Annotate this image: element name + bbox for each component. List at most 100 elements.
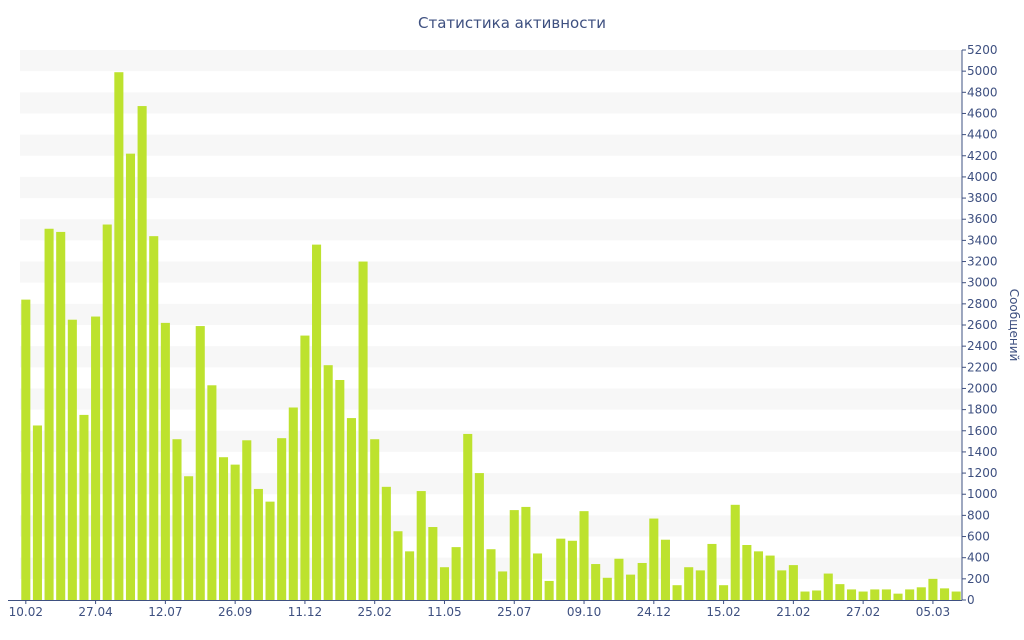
bar[interactable] xyxy=(335,380,345,600)
bar[interactable] xyxy=(32,425,42,600)
bar[interactable] xyxy=(660,539,670,600)
bar[interactable] xyxy=(765,555,775,600)
bar[interactable] xyxy=(881,589,891,600)
bar[interactable] xyxy=(125,153,136,600)
bar[interactable] xyxy=(684,567,694,600)
bar[interactable] xyxy=(579,511,589,600)
bar[interactable] xyxy=(672,585,682,600)
y-tick-label: 1000 xyxy=(967,487,998,501)
bar[interactable] xyxy=(44,228,54,600)
bar[interactable] xyxy=(951,591,961,600)
bar[interactable] xyxy=(835,584,845,600)
grid-bands xyxy=(20,50,962,579)
bar[interactable] xyxy=(288,407,298,601)
bar[interactable] xyxy=(532,553,543,600)
bar[interactable] xyxy=(79,414,89,600)
bar[interactable] xyxy=(67,319,77,600)
bar[interactable] xyxy=(846,589,857,600)
y-tick-label: 800 xyxy=(967,508,990,522)
bar[interactable] xyxy=(800,591,810,600)
bar[interactable] xyxy=(358,261,368,600)
bar[interactable] xyxy=(346,418,356,600)
bar[interactable] xyxy=(940,588,950,600)
bar[interactable] xyxy=(626,574,636,600)
bar[interactable] xyxy=(242,440,252,600)
y-tick-label: 600 xyxy=(967,530,990,544)
bar[interactable] xyxy=(707,543,717,600)
bar[interactable] xyxy=(114,72,124,600)
bar[interactable] xyxy=(509,510,519,600)
bar[interactable] xyxy=(742,545,752,600)
bar[interactable] xyxy=(719,585,729,600)
bar[interactable] xyxy=(893,593,903,600)
bar[interactable] xyxy=(498,571,508,600)
bar[interactable] xyxy=(486,549,496,600)
bar[interactable] xyxy=(218,457,229,600)
bar[interactable] xyxy=(277,438,287,600)
bar[interactable] xyxy=(556,538,566,600)
bar[interactable] xyxy=(300,335,310,600)
bar[interactable] xyxy=(312,244,322,600)
bar[interactable] xyxy=(91,316,101,600)
x-tick-label: 11.05 xyxy=(427,605,461,619)
bar[interactable] xyxy=(730,504,740,600)
y-tick-label: 1400 xyxy=(967,445,998,459)
bar[interactable] xyxy=(544,580,554,600)
bar[interactable] xyxy=(253,488,263,600)
bar[interactable] xyxy=(695,570,705,600)
bar[interactable] xyxy=(405,551,415,600)
bar[interactable] xyxy=(184,476,194,600)
bar[interactable] xyxy=(416,491,426,600)
bar[interactable] xyxy=(56,231,66,601)
bar[interactable] xyxy=(265,501,275,600)
bar[interactable] xyxy=(172,439,182,600)
y-tick-label: 4000 xyxy=(967,170,998,184)
bar[interactable] xyxy=(649,518,659,600)
bar[interactable] xyxy=(381,486,391,600)
y-tick-label: 3200 xyxy=(967,255,998,269)
bar[interactable] xyxy=(637,562,647,600)
bar[interactable] xyxy=(916,587,926,600)
bar[interactable] xyxy=(591,564,601,600)
bar[interactable] xyxy=(207,385,217,600)
bar[interactable] xyxy=(149,236,159,600)
bar[interactable] xyxy=(102,224,112,600)
x-tick-label: 11.12 xyxy=(288,605,322,619)
bar[interactable] xyxy=(428,527,438,600)
grid-band xyxy=(20,134,962,156)
bar[interactable] xyxy=(614,558,624,600)
bar[interactable] xyxy=(870,589,880,600)
bar[interactable] xyxy=(323,365,333,600)
bar[interactable] xyxy=(753,551,764,600)
bar[interactable] xyxy=(567,540,577,600)
y-tick-label: 5200 xyxy=(967,43,998,57)
bar[interactable] xyxy=(21,299,31,600)
bar[interactable] xyxy=(439,567,450,600)
bar[interactable] xyxy=(463,433,473,600)
bar[interactable] xyxy=(393,531,403,600)
bar[interactable] xyxy=(905,589,915,600)
bar[interactable] xyxy=(160,322,170,600)
bar[interactable] xyxy=(858,591,868,600)
x-tick-label: 25.07 xyxy=(497,605,531,619)
bar[interactable] xyxy=(777,570,787,600)
bar[interactable] xyxy=(812,590,822,600)
bar[interactable] xyxy=(370,439,380,600)
grid-band xyxy=(20,50,962,72)
x-tick-label: 24.12 xyxy=(637,605,671,619)
bar[interactable] xyxy=(230,464,240,600)
bar[interactable] xyxy=(602,577,612,600)
grid-band xyxy=(20,176,962,199)
bar[interactable] xyxy=(788,565,798,600)
bar[interactable] xyxy=(521,506,531,600)
bar[interactable] xyxy=(137,106,147,600)
bar[interactable] xyxy=(823,573,833,600)
bar[interactable] xyxy=(195,326,205,600)
x-tick-label: 15.02 xyxy=(706,605,740,619)
bar[interactable] xyxy=(451,547,461,600)
bar[interactable] xyxy=(474,473,484,600)
y-tick-label: 4800 xyxy=(967,85,998,99)
y-axis-label: Сообщений xyxy=(1007,289,1021,362)
bar[interactable] xyxy=(928,578,938,600)
y-tick-label: 4200 xyxy=(967,149,998,163)
